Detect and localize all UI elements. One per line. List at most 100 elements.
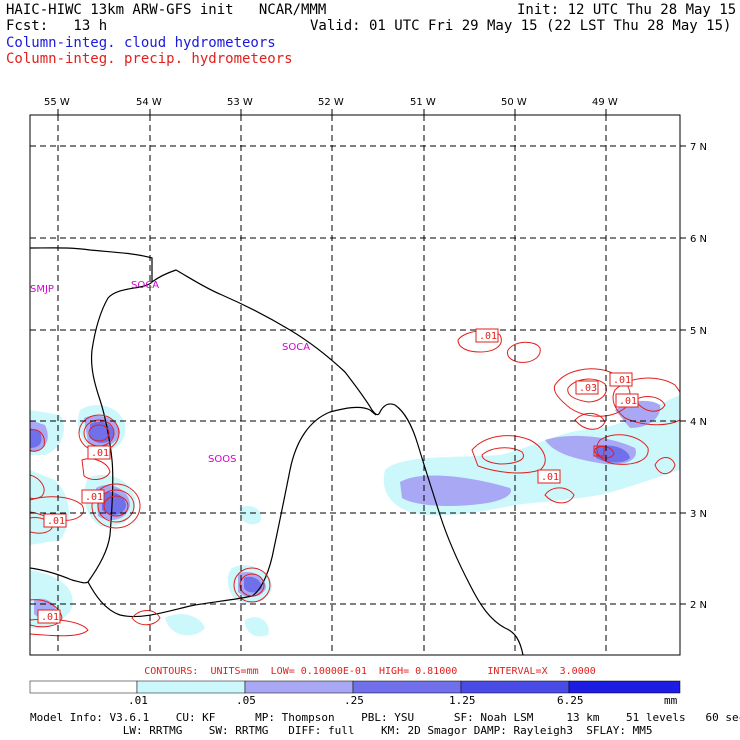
cloud-region: [615, 400, 661, 428]
model-info-line2: LW: RRTMG SW: RRTMG DIFF: full KM: 2D Sm…: [30, 724, 653, 737]
colorbar-segment: [568, 680, 681, 694]
lat-label-layer: 7 N 6 N 5 N 4 N 3 N 2 N: [690, 142, 707, 611]
model-info-line1: Model Info: V3.6.1 CU: KF MP: Thompson P…: [30, 711, 740, 724]
lon-label-layer: 55 W 54 W 53 W 52 W 51 W 50 W 49 W: [44, 97, 618, 108]
precip-contour: [481, 447, 524, 465]
contour-label: .01: [81, 489, 105, 504]
station-layer: SMJP SOCA SOCA SOOS: [30, 280, 310, 465]
contour-label: .01: [615, 393, 639, 408]
field-cloud-label: Column-integ. cloud hydrometeors: [6, 35, 276, 51]
colorbar-units: mm: [664, 694, 678, 707]
lat-label: 4 N: [690, 417, 707, 428]
contour-label-layer: .01 .01 .01 .01 .01 .01 .01 .03 .01: [37, 328, 639, 624]
colorbar-segment: [460, 680, 570, 694]
contour-label: [593, 445, 605, 457]
lon-label: 49 W: [592, 97, 618, 108]
colorbar-label: .01: [128, 694, 148, 707]
grid-layer: [30, 115, 680, 655]
svg-text:.01: .01: [619, 396, 637, 407]
colorbar-segment: [29, 680, 138, 694]
contour-label: .01: [475, 328, 499, 343]
station-label: SOCA: [282, 342, 310, 353]
svg-text:.01: .01: [613, 375, 631, 386]
colorbar-label: .25: [344, 694, 364, 707]
cloud-region: [400, 475, 511, 506]
lon-label: 55 W: [44, 97, 70, 108]
map-area: SMJP SOCA SOCA SOOS .01 .01 .01 .01 .01 …: [30, 115, 680, 655]
precip-contour: [471, 435, 546, 474]
lon-label: 54 W: [136, 97, 162, 108]
colorbar-segment: [352, 680, 462, 694]
precip-contour: [30, 599, 63, 628]
precip-contour: [574, 413, 606, 430]
precip-contour: [239, 573, 265, 597]
field-precip-label: Column-integ. precip. hydrometeors: [6, 51, 293, 67]
cloud-fill-layer: [30, 395, 680, 637]
contour-label: .03: [575, 380, 599, 395]
cloud-region: [30, 428, 42, 448]
tick-layer: [57, 109, 686, 605]
precip-contour: [596, 434, 649, 465]
station-label: SOCA: [131, 280, 159, 291]
lat-label: 7 N: [690, 142, 707, 153]
precip-contour: [567, 378, 607, 403]
contour-label: .01: [43, 513, 67, 528]
precip-contour: [654, 457, 676, 475]
precip-contour: [88, 424, 110, 442]
colorbar-label: .05: [236, 694, 256, 707]
contour-label: .01: [37, 609, 61, 624]
precip-contour: [103, 495, 129, 517]
lon-label: 51 W: [410, 97, 436, 108]
svg-text:.01: .01: [479, 331, 497, 342]
precip-contour: [30, 474, 45, 499]
border-line: [87, 281, 153, 583]
svg-text:.01: .01: [47, 516, 65, 527]
svg-text:.01: .01: [541, 472, 559, 483]
colorbar-segment: [136, 680, 246, 694]
cloud-region: [239, 505, 262, 525]
contour-label: .01: [87, 445, 111, 460]
lon-label: 53 W: [227, 97, 253, 108]
coast-line: [30, 567, 89, 584]
lat-label: 5 N: [690, 326, 707, 337]
init-time: Init: 12 UTC Thu 28 May 15: [517, 2, 737, 18]
colorbar-segment: [244, 680, 354, 694]
precip-contour: [553, 368, 631, 417]
map-title: HAIC-HIWC 13km ARW-GFS init NCAR/MMM: [6, 2, 327, 18]
precip-contour: [30, 429, 45, 452]
svg-text:.01: .01: [91, 448, 109, 459]
border-line: [87, 406, 377, 618]
station-label: SOOS: [208, 454, 236, 465]
colorbar: [29, 680, 681, 694]
cloud-region: [165, 614, 205, 636]
coast-line: [151, 269, 524, 655]
lat-label: 2 N: [690, 600, 707, 611]
contours-info: CONTOURS: UNITS=mm LOW= 0.10000E-01 HIGH…: [144, 666, 596, 677]
cloud-region: [244, 576, 262, 593]
svg-text:.01: .01: [41, 612, 59, 623]
precip-contour: [91, 483, 141, 529]
colorbar-label: 6.25: [557, 694, 584, 707]
coastline-layer: [30, 247, 524, 655]
svg-text:.03: .03: [579, 383, 597, 394]
precip-contour: [634, 396, 666, 412]
precip-contour: [30, 517, 53, 534]
precip-contour: [30, 496, 84, 521]
cloud-region: [90, 421, 114, 443]
cloud-region: [30, 470, 70, 545]
precip-contour: [131, 610, 161, 626]
lon-label: 50 W: [501, 97, 527, 108]
map-frame: [29, 114, 681, 656]
cloud-region: [102, 491, 126, 515]
valid-time: Valid: 01 UTC Fri 29 May 15 (22 LST Thu …: [310, 18, 732, 34]
precip-contour: [612, 377, 680, 426]
lon-label: 52 W: [318, 97, 344, 108]
svg-text:.01: .01: [85, 492, 103, 503]
station-label: SMJP: [30, 284, 54, 295]
forecast-hour: Fcst: 13 h: [6, 18, 108, 34]
border-line: [30, 247, 153, 282]
colorbar-label: 1.25: [449, 694, 476, 707]
precip-contour: [544, 487, 575, 504]
lat-label: 3 N: [690, 509, 707, 520]
